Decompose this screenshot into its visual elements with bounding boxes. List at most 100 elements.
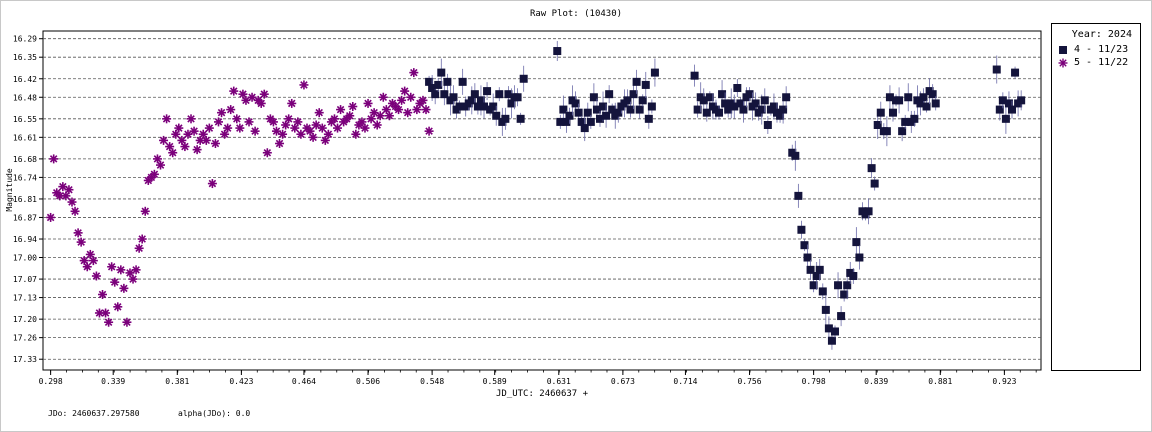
data-point-square bbox=[605, 90, 614, 99]
data-point-asterisk bbox=[223, 123, 233, 133]
data-point-asterisk bbox=[412, 105, 422, 115]
y-tick-label: 16.81 bbox=[13, 195, 37, 204]
x-tick-label: 0.298 bbox=[39, 377, 63, 386]
data-point-asterisk bbox=[296, 129, 306, 139]
data-point-square bbox=[849, 272, 858, 281]
data-point-square bbox=[769, 102, 778, 111]
data-point-square bbox=[809, 281, 818, 290]
data-point-square bbox=[476, 96, 485, 105]
data-point-asterisk bbox=[372, 120, 382, 130]
data-point-square bbox=[571, 99, 580, 108]
data-point-square bbox=[882, 127, 891, 136]
data-point-asterisk bbox=[79, 256, 89, 266]
data-point-asterisk bbox=[67, 197, 77, 207]
y-tick-label: 17.26 bbox=[13, 334, 37, 343]
data-point-square bbox=[434, 80, 443, 89]
data-point-square bbox=[602, 111, 611, 120]
data-point-square bbox=[718, 90, 727, 99]
data-point-square bbox=[1017, 96, 1026, 105]
data-point-square bbox=[513, 93, 522, 102]
y-axis-label: Magnitude bbox=[5, 168, 14, 212]
data-point-asterisk bbox=[131, 265, 141, 275]
data-point-square bbox=[840, 290, 849, 299]
data-point-square bbox=[1008, 105, 1017, 114]
data-point-asterisk bbox=[317, 123, 327, 133]
x-tick-label: 0.589 bbox=[483, 377, 507, 386]
data-point-square bbox=[824, 324, 833, 333]
data-point-square bbox=[480, 102, 489, 111]
data-point-asterisk bbox=[137, 234, 147, 244]
data-point-square bbox=[998, 96, 1007, 105]
x-tick-label: 0.464 bbox=[292, 377, 316, 386]
data-point-square bbox=[922, 102, 931, 111]
data-point-square bbox=[904, 93, 913, 102]
data-point-asterisk bbox=[293, 117, 303, 127]
data-point-square bbox=[455, 102, 464, 111]
data-point-asterisk bbox=[363, 98, 373, 108]
data-point-square bbox=[574, 108, 583, 117]
data-point-square bbox=[745, 90, 754, 99]
data-point-square bbox=[715, 108, 724, 117]
data-point-square bbox=[885, 93, 894, 102]
y-tick-label: 16.61 bbox=[13, 133, 37, 142]
x-tick-label: 0.548 bbox=[420, 377, 444, 386]
legend-entry-label: 4 - 11/23 bbox=[1074, 44, 1129, 55]
data-point-asterisk bbox=[149, 169, 159, 179]
data-point-square bbox=[931, 99, 940, 108]
data-point-square bbox=[589, 93, 598, 102]
data-point-asterisk bbox=[333, 123, 343, 133]
data-point-square bbox=[888, 108, 897, 117]
data-point-square bbox=[800, 241, 809, 250]
y-tick-label: 16.29 bbox=[13, 35, 37, 44]
data-point-asterisk bbox=[336, 105, 346, 115]
data-point-asterisk bbox=[250, 126, 260, 136]
data-point-asterisk bbox=[403, 108, 413, 118]
data-point-asterisk bbox=[134, 243, 144, 253]
data-point-asterisk bbox=[192, 145, 202, 155]
data-point-square bbox=[827, 336, 836, 345]
data-point-square bbox=[794, 191, 803, 200]
legend-entry-5: 5 - 11/22 bbox=[1058, 57, 1128, 68]
x-tick-label: 0.673 bbox=[611, 377, 635, 386]
data-point-square bbox=[647, 102, 656, 111]
data-point-asterisk bbox=[82, 262, 92, 272]
data-point-square bbox=[565, 111, 574, 120]
legend: Year: 2024 4 - 11/23 5 - 11/22 bbox=[1051, 23, 1141, 371]
data-point-asterisk bbox=[360, 123, 370, 133]
y-tick-label: 17.20 bbox=[13, 315, 37, 324]
data-point-square bbox=[629, 90, 638, 99]
y-tick-label: 16.35 bbox=[13, 53, 37, 62]
data-point-square bbox=[443, 77, 452, 86]
data-point-asterisk bbox=[49, 154, 59, 164]
x-tick-label: 0.756 bbox=[737, 377, 761, 386]
data-point-asterisk bbox=[98, 289, 108, 299]
data-point-square bbox=[992, 65, 1001, 74]
data-point-asterisk bbox=[113, 302, 123, 312]
data-point-square bbox=[739, 105, 748, 114]
footer-jdo: JDo: 2460637.297580 bbox=[48, 409, 140, 418]
data-point-asterisk bbox=[394, 105, 404, 115]
data-point-asterisk bbox=[238, 89, 248, 99]
data-point-square bbox=[592, 105, 601, 114]
data-point-square bbox=[492, 111, 501, 120]
data-point-square bbox=[489, 102, 498, 111]
data-point-square bbox=[873, 120, 882, 129]
y-tick-label: 17.00 bbox=[13, 254, 37, 263]
data-point-asterisk bbox=[159, 135, 169, 145]
x-axis-label: JD_UTC: 2460637 + bbox=[496, 389, 589, 399]
data-point-asterisk bbox=[323, 129, 333, 139]
y-tick-label: 16.55 bbox=[13, 115, 37, 124]
x-tick-label: 0.631 bbox=[547, 377, 571, 386]
data-point-square bbox=[1004, 99, 1013, 108]
data-point-square bbox=[437, 68, 446, 77]
data-point-square bbox=[644, 114, 653, 123]
data-point-square bbox=[818, 287, 827, 296]
data-point-square bbox=[812, 272, 821, 281]
data-point-asterisk bbox=[156, 160, 166, 170]
data-point-square bbox=[467, 96, 476, 105]
data-point-square bbox=[504, 90, 513, 99]
data-point-square bbox=[473, 102, 482, 111]
data-point-asterisk bbox=[180, 142, 190, 152]
y-tick-label: 17.33 bbox=[13, 355, 37, 364]
data-point-square bbox=[916, 99, 925, 108]
